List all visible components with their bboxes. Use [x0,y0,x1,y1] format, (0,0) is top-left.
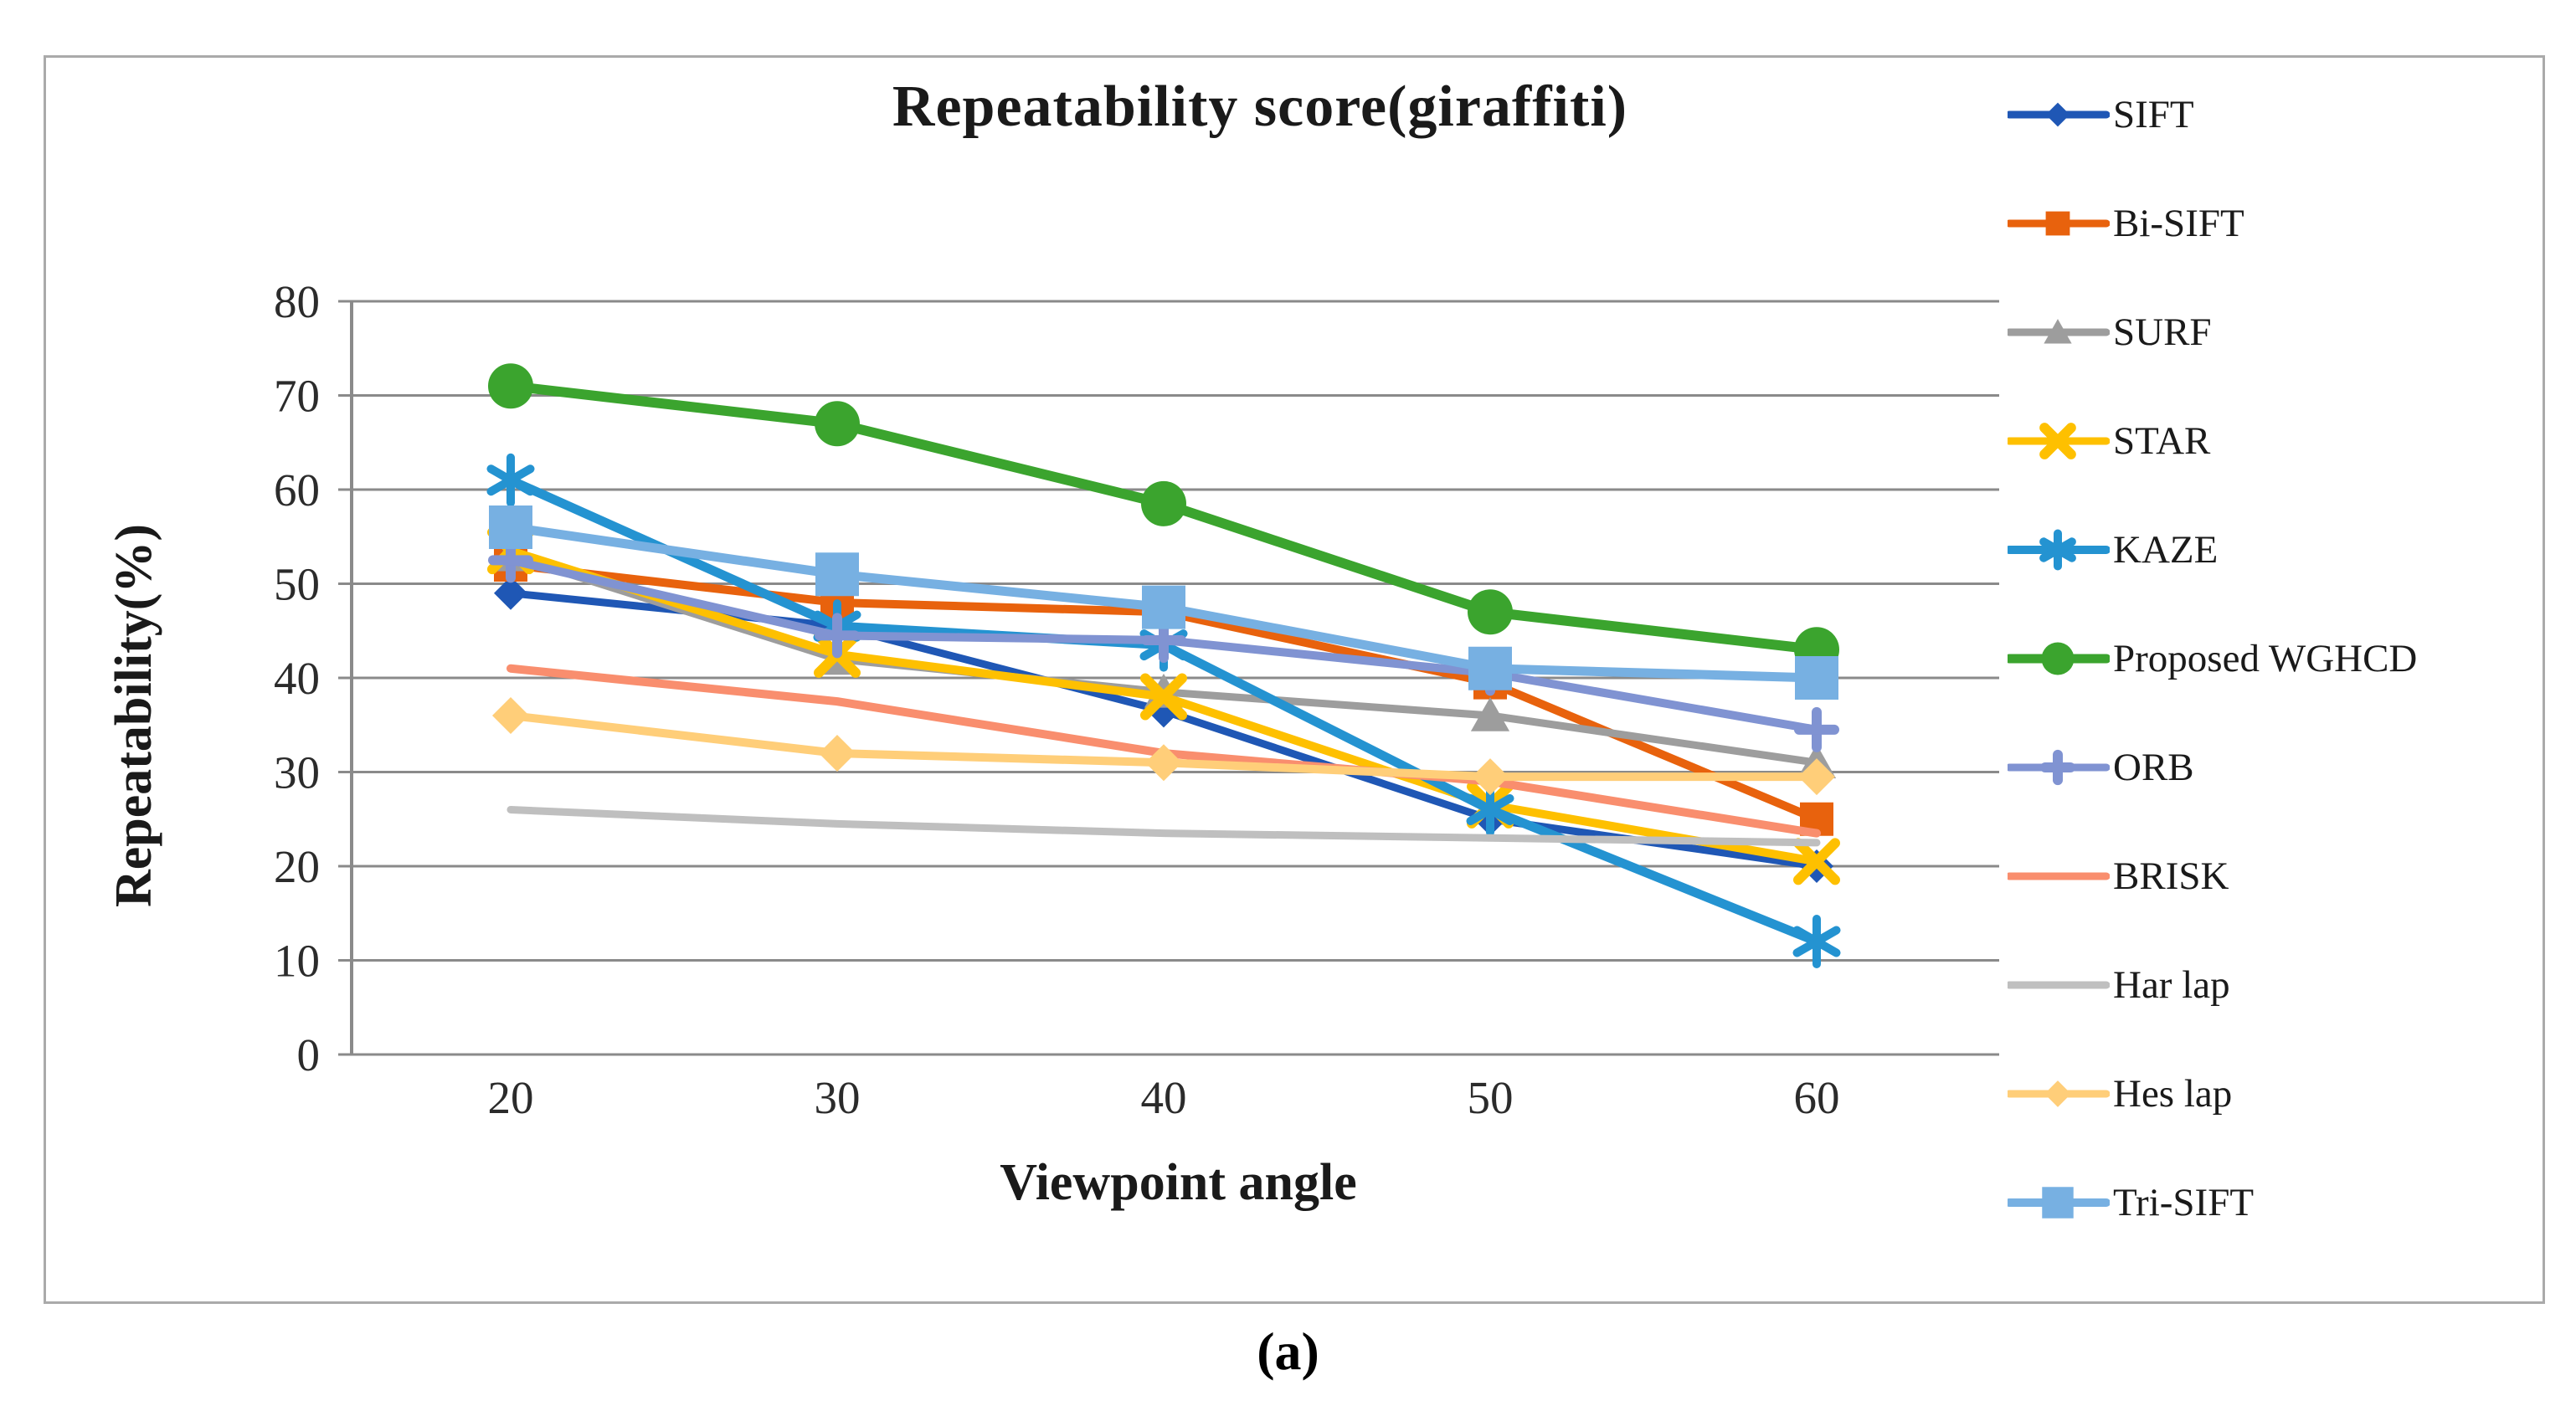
series-marker-Tri-SIFT [1468,646,1512,690]
legend-marker-KAZE [2039,529,2076,571]
legend-key-Proposed WGHCD [2008,642,2110,675]
y-tick-label: 10 [274,936,320,987]
axis-tick-labels: 80 70 60 50 40 30 20 10 0 20 30 40 50 60 [274,276,1840,1123]
legend-item-STAR: STAR [2008,387,2543,495]
legend-label-Proposed WGHCD: Proposed WGHCD [2113,637,2418,680]
legend-label-Har lap: Har lap [2113,963,2230,1007]
y-tick-label: 70 [274,371,320,422]
legend-label-SIFT: SIFT [2113,93,2194,136]
legend-key-STAR [2008,423,2110,459]
legend-key-Bi-SIFT [2008,211,2110,236]
legend-key-BRISK [2008,872,2110,880]
legend-marker-SIFT [2045,102,2070,127]
legend-key-SIFT [2008,102,2110,127]
series-marker-Proposed WGHCD [1468,589,1513,635]
legend-item-Har lap: Har lap [2008,931,2543,1039]
y-tick-label: 30 [274,747,320,798]
figure-border [44,55,2545,1304]
y-tick-label: 50 [274,559,320,610]
series-marker-SIFT [494,576,527,610]
legend-item-KAZE: KAZE [2008,495,2543,604]
series-marker-ORB [815,613,860,659]
legend-label-ORB: ORB [2113,746,2194,789]
x-tick-label: 50 [1468,1072,1514,1123]
legend-item-Bi-SIFT: Bi-SIFT [2008,169,2543,278]
series-marker-Tri-SIFT [815,552,859,597]
legend-item-BRISK: BRISK [2008,822,2543,931]
x-axis-title: Viewpoint angle [1000,1154,1357,1211]
legend-item-ORB: ORB [2008,713,2543,822]
series-marker-KAZE [1792,915,1841,968]
legend-key-KAZE [2008,529,2110,571]
y-tick-label: 0 [297,1029,321,1080]
legend-label-BRISK: BRISK [2113,854,2229,898]
legend-label-KAZE: KAZE [2113,528,2219,572]
legend-label-Tri-SIFT: Tri-SIFT [2113,1181,2255,1224]
series-group [486,363,1841,968]
legend-marker-Bi-SIFT [2045,211,2070,236]
series-marker-Hes lap [492,697,529,734]
legend-label-Hes lap: Hes lap [2113,1072,2233,1116]
legend-marker-ORB [2039,749,2076,786]
series-marker-Tri-SIFT [489,505,532,549]
subfigure-caption: (a) [1257,1321,1319,1381]
legend-marker-SURF [2044,319,2072,344]
x-tick-label: 40 [1141,1072,1187,1123]
legend-marker-STAR [2039,423,2076,459]
legend-marker-Proposed WGHCD [2041,642,2075,675]
series-marker-STAR [1793,838,1840,885]
legend-key-Tri-SIFT [2008,1187,2110,1219]
legend-key-SURF [2008,319,2110,344]
series-marker-Proposed WGHCD [1141,480,1186,526]
legend: SIFT Bi-SIFT SURF STAR KAZE Proposed WGHCD ORB… [2008,60,2543,1257]
series-marker-STAR [1140,673,1187,721]
legend-item-Proposed WGHCD: Proposed WGHCD [2008,604,2543,713]
series-marker-Hes lap [1472,758,1509,796]
x-tick-label: 20 [488,1072,534,1123]
x-tick-label: 60 [1794,1072,1840,1123]
y-tick-label: 20 [274,841,320,892]
legend-label-Bi-SIFT: Bi-SIFT [2113,202,2244,245]
legend-key-Hes lap [2008,1080,2110,1107]
series-marker-Proposed WGHCD [815,401,860,447]
series-marker-Proposed WGHCD [488,363,533,409]
legend-item-SIFT: SIFT [2008,60,2543,169]
legend-key-ORB [2008,749,2110,786]
legend-key-Har lap [2008,981,2110,989]
legend-item-SURF: SURF [2008,278,2543,387]
legend-marker-Hes lap [2044,1080,2071,1107]
series-line-Har lap [506,806,1821,847]
series-marker-KAZE [486,453,535,507]
series-marker-Tri-SIFT [1142,585,1185,629]
legend-item-Hes lap: Hes lap [2008,1039,2543,1148]
y-tick-label: 60 [274,464,320,516]
chart-title: Repeatability score(giraffiti) [892,74,1628,139]
legend-marker-Tri-SIFT [2042,1187,2074,1219]
series-marker-Hes lap [1798,758,1835,796]
series-marker-SURF [1470,697,1510,731]
series-marker-Hes lap [819,735,856,772]
series-marker-Hes lap [1145,744,1182,782]
series-marker-Tri-SIFT [1795,656,1838,700]
y-tick-label: 80 [274,276,320,327]
series-marker-ORB [1794,706,1839,752]
legend-label-SURF: SURF [2113,310,2212,354]
x-tick-label: 30 [815,1072,861,1123]
legend-item-Tri-SIFT: Tri-SIFT [2008,1148,2543,1257]
y-tick-label: 40 [274,653,320,704]
legend-label-STAR: STAR [2113,419,2211,463]
